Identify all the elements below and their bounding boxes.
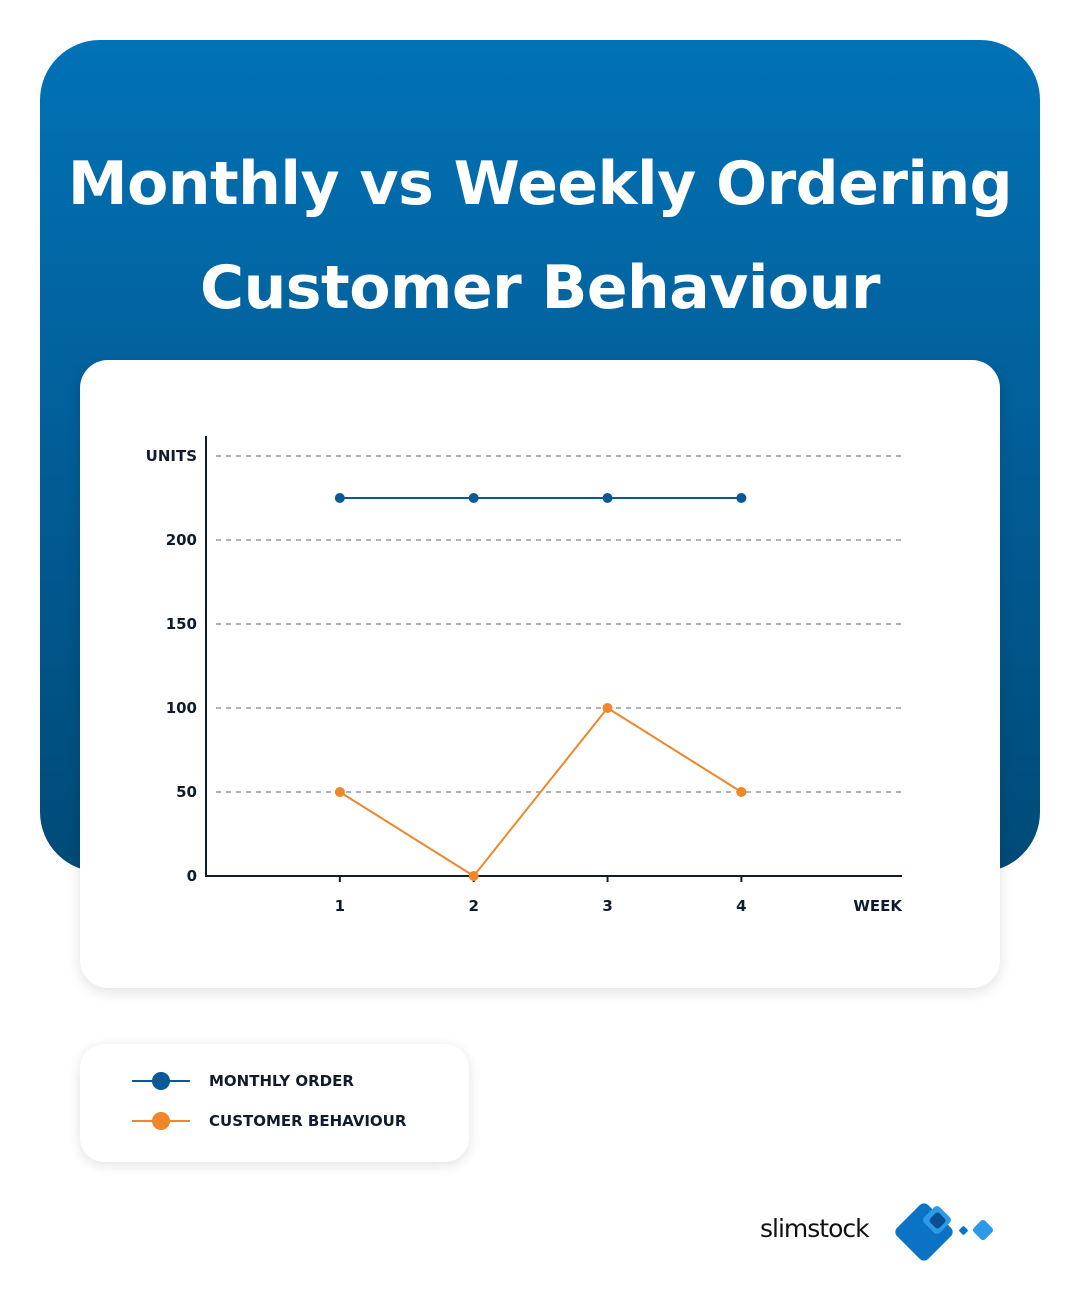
diamond-logo-icon [895, 1203, 994, 1261]
y-tick-label-150: 150 [166, 615, 197, 633]
legend-swatch-monthly-order [132, 1069, 190, 1093]
legend-swatch-customer-behaviour [132, 1109, 190, 1133]
legend-label-monthly-order: MONTHLY ORDER [209, 1072, 354, 1090]
legend-dot-customer [152, 1112, 170, 1130]
chart-legend: MONTHLY ORDER CUSTOMER BEHAVIOUR [80, 1044, 469, 1162]
page-title: Monthly vs Weekly Ordering Customer Beha… [40, 132, 1040, 340]
tick-layer: 0 50 100 150 200 1 2 3 4 [166, 531, 747, 915]
data-point-customer-behaviour-2 [468, 871, 479, 881]
x-axis-label: WEEK [853, 897, 903, 915]
data-point-monthly-order-1 [334, 493, 345, 503]
title-line-2: Customer Behaviour [200, 253, 880, 323]
brand-wordmark: slimstock [760, 1214, 870, 1243]
y-tick-label-0: 0 [187, 867, 197, 885]
chart-card: 0 50 100 150 200 1 2 3 4 UNITS WEEK [80, 360, 1000, 988]
brand-logo[interactable]: slimstock [760, 1196, 1010, 1270]
data-point-customer-behaviour-4 [736, 787, 747, 797]
x-tick-label-3: 3 [602, 897, 612, 915]
data-point-monthly-order-3 [602, 493, 613, 503]
legend-label-customer-behaviour: CUSTOMER BEHAVIOUR [209, 1112, 407, 1130]
title-line-1: Monthly vs Weekly Ordering [67, 149, 1013, 219]
x-tick-label-4: 4 [736, 897, 746, 915]
data-point-monthly-order-2 [468, 493, 479, 503]
legend-dot-monthly [152, 1072, 170, 1090]
x-tick-label-2: 2 [468, 897, 478, 915]
series-line-customer-behaviour [339, 707, 742, 877]
legend-item-monthly-order: MONTHLY ORDER [132, 1069, 354, 1093]
legend-item-customer-behaviour: CUSTOMER BEHAVIOUR [132, 1109, 406, 1133]
line-chart: 0 50 100 150 200 1 2 3 4 UNITS WEEK [146, 436, 903, 915]
y-tick-label-200: 200 [166, 531, 197, 549]
y-tick-label-100: 100 [166, 699, 197, 717]
y-tick-label-50: 50 [176, 783, 197, 801]
x-tick-label-1: 1 [335, 897, 345, 915]
y-axis-label: UNITS [146, 447, 197, 465]
data-point-monthly-order-4 [736, 493, 747, 503]
series-layer [334, 493, 747, 881]
data-point-customer-behaviour-1 [334, 787, 345, 797]
axis-layer [205, 436, 902, 877]
grid-layer [216, 455, 902, 793]
data-point-customer-behaviour-3 [602, 703, 613, 713]
